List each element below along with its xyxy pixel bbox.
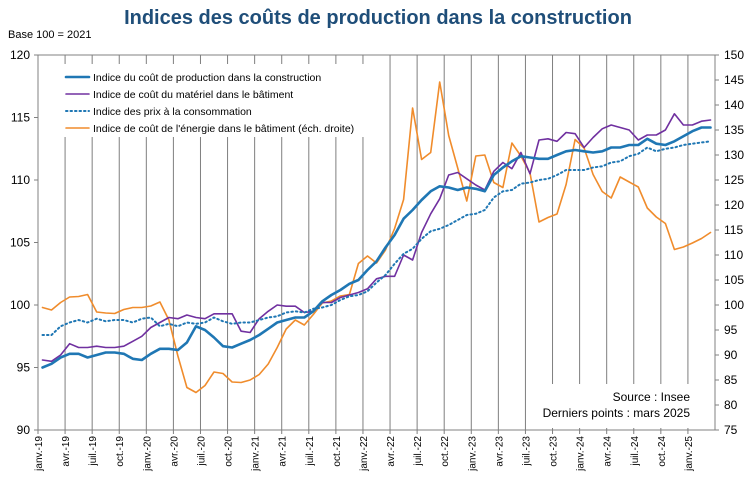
y-tick-label-right: 110 [724,248,743,262]
x-tick-label: avr.-23 [494,436,505,467]
series-line-1 [41,126,712,369]
y-tick-label-right: 140 [724,98,744,112]
x-tick-label: janv.-25 [684,436,695,472]
last-points-text: Derniers points : mars 2025 [543,406,691,420]
x-tick-label: avr.-19 [61,436,72,467]
legend-label: Indice de coût de l'énergie dans le bâti… [93,123,354,135]
y-tick-label-right: 75 [724,423,738,437]
x-tick-label: oct.-23 [549,436,560,467]
base-label: Base 100 = 2021 [8,29,92,41]
x-tick-label: juil.-19 [88,436,99,467]
y-tick-label-right: 95 [724,323,738,337]
source-text: Source : Insee [613,390,691,404]
x-tick-label: juil.-23 [521,436,532,467]
y-tick-label-right: 85 [724,373,738,387]
y-tick-label-left: 115 [11,111,30,125]
chart-title: Indices des coûts de production dans la … [124,7,632,29]
y-tick-label-right: 90 [724,348,738,362]
y-tick-label-right: 115 [724,223,743,237]
series-lines [41,81,712,394]
y-tick-label-right: 120 [724,198,744,212]
y-tick-label-left: 120 [10,48,30,62]
y-tick-label-left: 90 [17,423,31,437]
x-tick-label: oct.-22 [440,436,451,467]
x-tick-label: juil.-20 [196,436,207,467]
x-tick-label: janv.-20 [142,436,153,472]
x-tick-label: avr.-20 [169,436,180,467]
x-tick-label: janv.-21 [251,436,262,472]
y-tick-label-right: 145 [724,73,744,87]
x-tick-label: oct.-20 [224,436,235,467]
y-axis-left: 90 95 100 105 110 115 120 [10,48,38,437]
legend-label: Indice du coût de production dans la con… [93,72,321,84]
y-tick-label-left: 110 [11,173,30,187]
x-tick-label: juil.-22 [413,436,424,467]
y-tick-label-right: 135 [724,123,744,137]
x-tick-label: janv.-24 [576,436,587,472]
x-tick-label: oct.-21 [332,436,343,467]
x-tick-label: janv.-23 [467,436,478,472]
y-tick-label-right: 125 [724,173,744,187]
x-tick-label: janv.-19 [34,436,45,472]
x-tick-label: juil.-21 [305,436,316,467]
x-tick-label: juil.-24 [630,436,641,467]
y-axis-right: 75 80 85 90 95 100 105 110 115 120 125 130 135 140 145… [715,48,744,437]
y-tick-label-left: 105 [10,236,30,250]
y-tick-label-right: 105 [724,273,744,287]
legend-box [60,64,366,137]
source-box [527,384,713,428]
y-tick-label-right: 150 [724,48,744,62]
y-tick-label-left: 100 [10,298,30,312]
x-tick-label: avr.-24 [603,436,614,467]
y-tick-label-right: 130 [724,148,744,162]
x-tick-label: oct.-19 [115,436,126,467]
legend-label: Indice de coût du matériel dans le bâtim… [93,89,293,101]
legend-label: Indice des prix à la consommation [93,106,252,118]
x-tick-label: avr.-21 [278,436,289,467]
y-tick-label-left: 95 [17,361,31,375]
y-tick-label-right: 100 [724,298,744,312]
x-tick-label: oct.-24 [657,436,668,467]
x-tick-label: avr.-22 [386,436,397,467]
x-axis: janv.-19 avr.-19 juil.-19 oct.-19 janv.-20 av… [34,430,695,472]
legend: Indice du coût de production dans la con… [64,72,354,135]
x-tick-label: janv.-22 [359,436,370,472]
series-line-2 [41,113,712,363]
y-tick-label-right: 80 [724,398,738,412]
